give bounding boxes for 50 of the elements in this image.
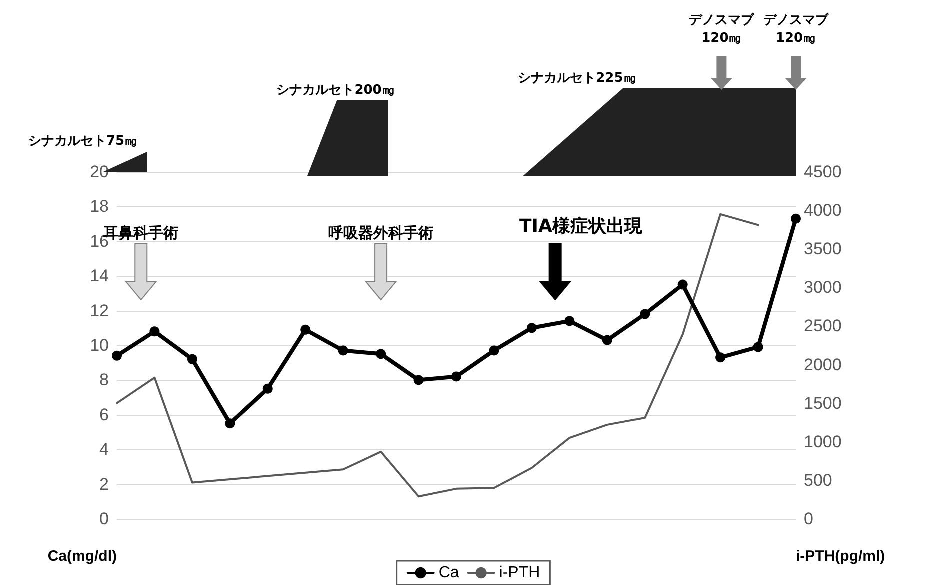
y2-axis-title: i-PTH(pg/ml)	[796, 548, 886, 565]
y-tick-label: 6	[100, 405, 109, 424]
y2-tick-label: 1000	[804, 432, 842, 452]
point	[564, 316, 575, 326]
y2-tick-label: 4000	[804, 201, 842, 220]
point	[414, 375, 424, 386]
text: シナカルセト75㎎	[28, 134, 138, 149]
text: シナカルセト225㎎	[518, 71, 636, 86]
point	[753, 342, 764, 352]
legend-label: Ca	[438, 564, 460, 582]
y2-tick-label: 500	[804, 470, 832, 490]
point	[112, 350, 122, 361]
y-tick-label: 18	[90, 197, 109, 216]
y2-tick-label: 3500	[804, 240, 842, 259]
point	[489, 346, 500, 356]
y2-tick-label: 4500	[804, 162, 842, 182]
point	[300, 324, 311, 335]
y-tick-label: 20	[90, 162, 109, 182]
legend-label: i-PTH	[499, 564, 540, 582]
point	[376, 349, 386, 360]
point	[187, 354, 198, 364]
y2-tick-label: 2000	[804, 355, 842, 374]
y2-tick-label: 3000	[804, 278, 842, 298]
point	[640, 309, 650, 320]
y-tick-label: 14	[90, 266, 109, 286]
annotation: 呼吸器外科手術	[328, 224, 434, 242]
y-tick-label: 2	[100, 474, 109, 494]
y2-tick-label: 1500	[804, 394, 842, 413]
y-tick-label: 12	[90, 301, 109, 320]
point	[526, 323, 537, 334]
point	[452, 372, 462, 382]
point	[602, 335, 612, 346]
y-tick-label: 8	[100, 370, 109, 390]
text: シナカルセト200㎎	[276, 83, 395, 98]
point	[150, 326, 160, 337]
annotation: TIA様症状出現	[520, 216, 644, 237]
point	[262, 384, 273, 394]
point	[338, 346, 348, 356]
point	[791, 214, 801, 224]
y2-tick-label: 0	[804, 510, 814, 528]
y-axis-title: Ca(mg/dl)	[48, 548, 117, 565]
point	[716, 352, 726, 363]
y-tick-label: 4	[100, 440, 109, 460]
text: デノスマブ 120㎎	[764, 12, 830, 46]
text: デノスマブ 120㎎	[689, 12, 756, 46]
y-tick-label: 0	[100, 510, 109, 528]
point	[678, 280, 688, 290]
y2-tick-label: 2500	[804, 316, 842, 336]
point	[225, 418, 236, 429]
y-tick-label: 10	[90, 336, 109, 355]
